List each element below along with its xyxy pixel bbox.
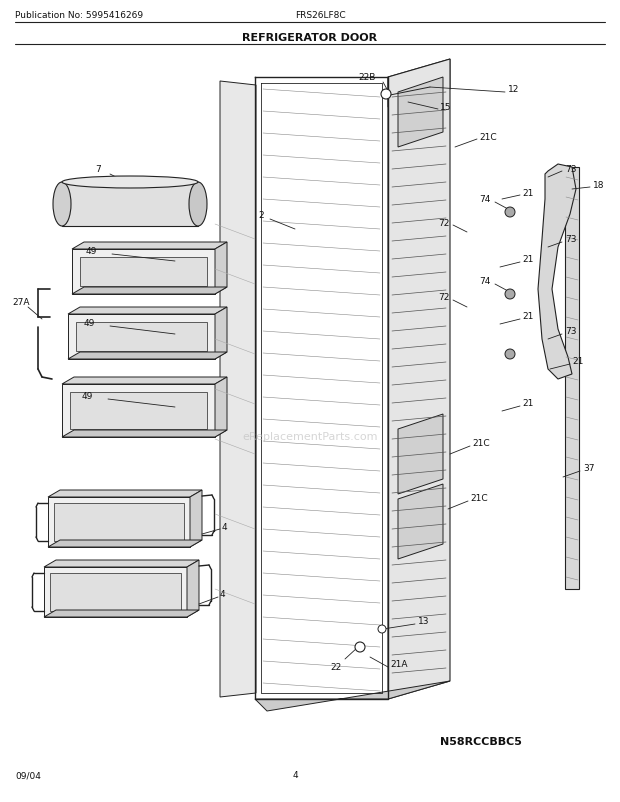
Polygon shape <box>62 384 215 437</box>
Text: 21: 21 <box>522 312 533 321</box>
Text: 7: 7 <box>95 165 100 174</box>
Polygon shape <box>398 484 443 559</box>
Polygon shape <box>215 243 227 294</box>
Text: 21: 21 <box>522 399 533 408</box>
Text: 21: 21 <box>522 188 533 197</box>
Polygon shape <box>398 78 443 148</box>
Text: 73: 73 <box>565 327 577 336</box>
Polygon shape <box>72 243 227 249</box>
Text: 15: 15 <box>440 103 451 111</box>
Polygon shape <box>220 82 256 697</box>
Polygon shape <box>190 490 202 547</box>
Polygon shape <box>48 490 202 497</box>
Ellipse shape <box>189 183 207 227</box>
Polygon shape <box>44 561 199 567</box>
Text: 49: 49 <box>86 247 97 256</box>
Polygon shape <box>62 183 198 227</box>
Polygon shape <box>62 431 227 437</box>
Polygon shape <box>70 392 207 429</box>
Polygon shape <box>388 60 450 107</box>
Text: 49: 49 <box>84 319 95 328</box>
Text: 72: 72 <box>438 294 450 302</box>
Circle shape <box>378 626 386 634</box>
Text: 4: 4 <box>292 771 298 780</box>
Polygon shape <box>76 322 207 351</box>
Text: 4: 4 <box>222 523 228 532</box>
Text: eReplacementParts.com: eReplacementParts.com <box>242 431 378 441</box>
Polygon shape <box>80 257 207 286</box>
Circle shape <box>505 208 515 217</box>
Text: 72: 72 <box>438 218 450 227</box>
Text: 2: 2 <box>258 210 264 219</box>
Text: 22: 22 <box>330 662 341 671</box>
Circle shape <box>355 642 365 652</box>
Text: 74: 74 <box>479 195 490 205</box>
Text: Publication No: 5995416269: Publication No: 5995416269 <box>15 10 143 19</box>
Text: 09/04: 09/04 <box>15 771 41 780</box>
Polygon shape <box>398 415 443 494</box>
Text: 37: 37 <box>583 464 595 473</box>
Polygon shape <box>48 541 202 547</box>
Text: 21C: 21C <box>470 494 487 503</box>
Polygon shape <box>538 164 576 379</box>
Text: 13: 13 <box>418 617 430 626</box>
Text: 4: 4 <box>220 589 226 599</box>
Polygon shape <box>215 378 227 437</box>
Text: 12: 12 <box>508 85 520 95</box>
Polygon shape <box>68 308 227 314</box>
Polygon shape <box>44 610 199 618</box>
Polygon shape <box>68 353 227 359</box>
Polygon shape <box>54 504 184 541</box>
Text: FRS26LF8C: FRS26LF8C <box>295 10 345 19</box>
Circle shape <box>505 290 515 300</box>
Text: 21C: 21C <box>472 439 490 448</box>
Polygon shape <box>187 561 199 618</box>
Ellipse shape <box>62 176 198 188</box>
Text: 21A: 21A <box>390 660 407 669</box>
Text: 73: 73 <box>565 164 577 173</box>
Polygon shape <box>48 497 190 547</box>
Text: 22B: 22B <box>358 72 375 81</box>
Polygon shape <box>50 573 181 611</box>
Circle shape <box>505 350 515 359</box>
Text: 27A: 27A <box>12 298 30 307</box>
Polygon shape <box>565 168 579 589</box>
Polygon shape <box>68 314 215 359</box>
Polygon shape <box>72 249 215 294</box>
Polygon shape <box>62 378 227 384</box>
Polygon shape <box>388 60 450 699</box>
Polygon shape <box>215 308 227 359</box>
Text: 49: 49 <box>82 392 94 401</box>
Polygon shape <box>72 288 227 294</box>
Text: 74: 74 <box>479 277 490 286</box>
Polygon shape <box>255 681 450 711</box>
Polygon shape <box>44 567 187 618</box>
Text: 21: 21 <box>522 255 533 264</box>
Text: 73: 73 <box>565 235 577 244</box>
Text: 18: 18 <box>593 180 604 189</box>
Circle shape <box>381 90 391 100</box>
Text: 21: 21 <box>572 357 583 366</box>
Text: 21C: 21C <box>479 132 497 141</box>
Text: REFRIGERATOR DOOR: REFRIGERATOR DOOR <box>242 33 378 43</box>
Text: N58RCCBBC5: N58RCCBBC5 <box>440 736 522 746</box>
Ellipse shape <box>53 183 71 227</box>
